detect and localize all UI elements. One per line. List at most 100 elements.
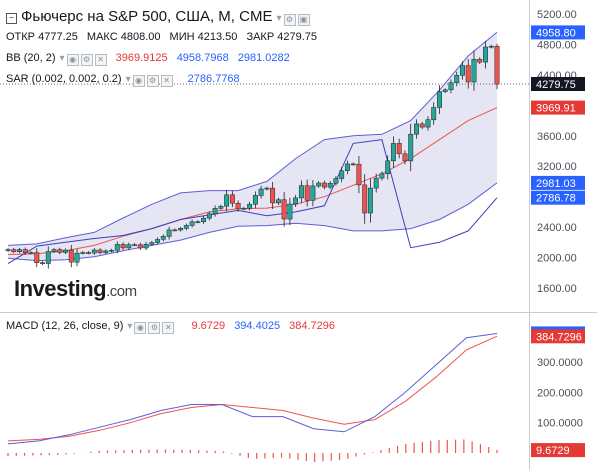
candle-up — [367, 187, 373, 214]
candle-up — [293, 197, 299, 205]
sar-legend[interactable]: SAR (0.002, 0.002, 0.2) ▾ ◉ ⚙ ✕ 2786.7768 — [6, 73, 240, 87]
price-tick-label: 3600.00 — [537, 131, 577, 143]
candle-up — [258, 188, 264, 196]
candle-up — [166, 229, 172, 237]
candle-down — [11, 249, 17, 252]
candle-down — [40, 262, 45, 264]
macd-tag — [531, 443, 585, 458]
macd-tag-text: 384.7296 — [536, 331, 582, 343]
price-tag — [531, 175, 585, 190]
candle-up — [5, 249, 11, 251]
macd-tick-label: 200.0000 — [537, 387, 583, 399]
price-tick-label: 5200.00 — [537, 9, 577, 21]
candle-down — [350, 163, 356, 166]
macd-line — [7, 333, 498, 445]
candle-down — [356, 163, 362, 186]
candle-up — [385, 160, 391, 175]
candle-up — [431, 107, 437, 121]
eye-icon[interactable]: ◉ — [66, 54, 79, 66]
eye-icon[interactable]: ◉ — [132, 75, 145, 87]
macd-tick-label: 300.0000 — [537, 357, 583, 369]
candle-up — [275, 199, 281, 204]
candle-down — [477, 59, 483, 63]
chart-title[interactable]: − Фьючерс на S&P 500, США, M, CME ▾ ⚙ ▣ — [6, 8, 310, 26]
chevron-down-icon[interactable]: ▾ — [59, 53, 65, 64]
candle-up — [201, 217, 207, 223]
candle-up — [143, 244, 149, 249]
macd-line-value: 394.4025 — [234, 320, 281, 332]
high-label: МАКС — [86, 31, 118, 43]
chevron-down-icon[interactable]: ▾ — [276, 13, 282, 24]
candle-up — [287, 203, 293, 220]
settings-icon[interactable]: ⚙ — [283, 14, 296, 26]
candle-up — [109, 249, 115, 252]
candle-down — [172, 229, 178, 232]
price-tag-text: 2981.03 — [536, 178, 576, 190]
candle-up — [45, 251, 51, 264]
pane-icon[interactable]: ▣ — [297, 14, 310, 26]
candle-up — [333, 178, 339, 184]
collapse-icon[interactable]: − — [6, 13, 17, 24]
candle-down — [270, 187, 276, 204]
candle-up — [195, 221, 201, 223]
macd-hist-value: 9.6729 — [191, 320, 226, 332]
chevron-down-icon[interactable]: ▾ — [125, 74, 131, 85]
candle-up — [264, 187, 270, 190]
macd-tick-label: 100.0000 — [537, 418, 583, 430]
high-value: 4808.00 — [120, 31, 161, 43]
candle-down — [229, 194, 235, 204]
candle-down — [321, 182, 327, 188]
candle-up — [448, 82, 454, 91]
candle-up — [206, 213, 212, 219]
close-icon[interactable]: ✕ — [162, 322, 175, 334]
candle-down — [419, 123, 425, 128]
close-icon[interactable]: ✕ — [94, 54, 107, 66]
signal-line — [7, 335, 498, 442]
candle-up — [241, 207, 247, 210]
candle-up — [442, 89, 448, 92]
candle-down — [97, 249, 103, 253]
macd-legend[interactable]: MACD (12, 26, close, 9) ▾ ◉ ⚙ ✕ 9.6729 394.4… — [6, 320, 335, 334]
candle-up — [74, 252, 80, 263]
candle-up — [212, 208, 218, 215]
bb-upper-value: 4958.7968 — [176, 52, 229, 64]
price-tick-label: 4800.00 — [537, 39, 577, 51]
candle-up — [390, 143, 396, 162]
eye-icon[interactable]: ◉ — [134, 322, 147, 334]
candle-up — [17, 249, 22, 252]
signal-line-value: 384.7296 — [289, 320, 336, 332]
bb-basis-value: 3969.9125 — [115, 52, 168, 64]
settings-icon[interactable]: ⚙ — [146, 75, 159, 87]
bb-legend[interactable]: BB (20, 2) ▾ ◉ ⚙ ✕ 3969.9125 4958.7968 2981.… — [6, 52, 290, 66]
candle-up — [414, 123, 419, 135]
candle-up — [379, 173, 385, 179]
candle-up — [178, 228, 184, 231]
chevron-down-icon[interactable]: ▾ — [127, 321, 133, 332]
price-tick-label: 3200.00 — [537, 161, 577, 173]
settings-icon[interactable]: ⚙ — [80, 54, 93, 66]
price-tag — [531, 25, 585, 40]
settings-icon[interactable]: ⚙ — [148, 322, 161, 334]
candle-up — [471, 59, 477, 83]
candle-down — [235, 203, 241, 210]
price-tick-label: 2400.00 — [537, 222, 577, 234]
candle-down — [362, 184, 368, 214]
candle-down — [494, 45, 500, 85]
bb-basis-line — [7, 107, 498, 255]
candle-down — [68, 249, 74, 263]
candle-up — [149, 242, 155, 245]
candle-down — [304, 185, 310, 201]
price-tick-label: 1600.00 — [537, 283, 577, 295]
close-icon[interactable]: ✕ — [160, 75, 173, 87]
candle-down — [402, 153, 408, 162]
open-label: ОТКР — [6, 31, 36, 43]
candle-up — [51, 249, 57, 252]
price-tag — [531, 190, 585, 205]
price-pane — [0, 31, 597, 313]
close-value: 4279.75 — [277, 31, 318, 43]
bb-lower-value: 2981.0282 — [237, 52, 290, 64]
bb-fill — [8, 32, 497, 261]
candle-up — [373, 177, 379, 189]
price-tag — [531, 100, 585, 115]
candle-up — [483, 46, 488, 63]
